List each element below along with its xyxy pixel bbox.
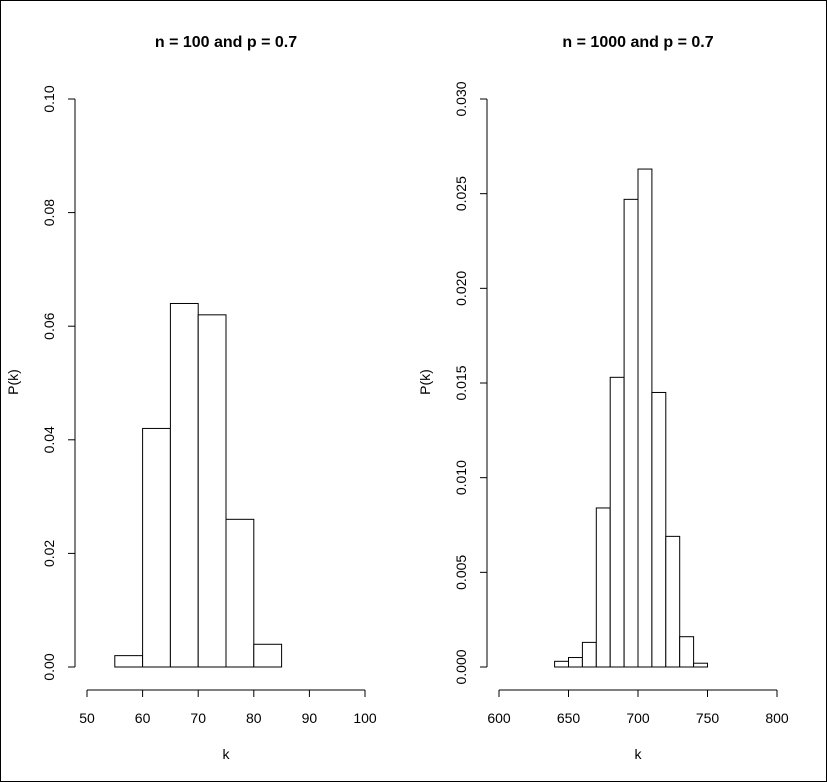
left-y-tick-label: 0.04	[41, 426, 57, 453]
right-y-tick-label: 0.015	[453, 365, 469, 400]
left-title: n = 100 and p = 0.7	[155, 34, 297, 51]
left-x-tick-label: 90	[302, 710, 318, 726]
left-y-tick-label: 0.02	[41, 540, 57, 567]
right-bar	[679, 636, 695, 668]
right-title: n = 1000 and p = 0.7	[562, 34, 713, 51]
left-y-tick-label: 0.10	[41, 85, 57, 112]
right-y-tick-label: 0.025	[453, 176, 469, 211]
right-bar	[623, 198, 639, 668]
left-y-tick-label: 0.06	[41, 312, 57, 339]
right-x-tick-label: 600	[487, 710, 511, 726]
left-plot-area: 50 60 70 80 90 100 0.00 0.02 0.04 0.06 0.08 0.10	[41, 85, 377, 726]
right-bar	[609, 376, 625, 668]
right-y-tick-label: 0.010	[453, 460, 469, 495]
right-y-tick-label: 0.020	[453, 271, 469, 306]
right-y-tick-label: 0.000	[453, 649, 469, 684]
right-x-tick-label: 800	[765, 710, 789, 726]
right-bar	[581, 641, 597, 668]
right-x-tick-label: 750	[696, 710, 720, 726]
left-x-tick-label: 100	[353, 710, 377, 726]
right-bar	[693, 662, 708, 668]
left-bar	[253, 643, 283, 668]
left-bar	[169, 302, 199, 668]
panel-right: n = 1000 and p = 0.7 k P(k) 600 650 700 750…	[417, 34, 789, 762]
right-y-tick-label: 0.005	[453, 555, 469, 590]
left-y-tick-label: 0.08	[41, 199, 57, 226]
right-y-axis-label: P(k)	[417, 369, 433, 395]
right-y-tick-label: 0.030	[453, 81, 469, 116]
left-x-tick-label: 50	[79, 710, 95, 726]
right-bar	[637, 168, 653, 668]
right-bar	[665, 535, 681, 668]
left-x-tick-label: 70	[190, 710, 206, 726]
left-x-axis-label: k	[223, 746, 231, 762]
right-x-axis-label: k	[635, 746, 643, 762]
right-bar	[651, 391, 667, 668]
right-bar	[554, 660, 569, 668]
left-y-axis-label: P(k)	[5, 369, 21, 395]
right-bar	[595, 507, 611, 668]
panel-left: n = 100 and p = 0.7 k P(k) 50 60 70 80 90 100…	[5, 34, 377, 762]
right-x-tick-label: 650	[557, 710, 581, 726]
left-bar	[225, 518, 255, 668]
left-x-tick-label: 60	[135, 710, 151, 726]
right-x-tick-label: 700	[626, 710, 650, 726]
left-y-tick-label: 0.00	[41, 653, 57, 680]
left-bar	[142, 427, 171, 668]
right-plot-area: 600 650 700 750 800 0.000 0.005 0.010 0.015 0.020…	[453, 81, 789, 726]
right-bar	[568, 657, 583, 668]
left-bar	[114, 655, 144, 668]
left-x-tick-label: 80	[246, 710, 262, 726]
left-bar	[197, 314, 227, 668]
